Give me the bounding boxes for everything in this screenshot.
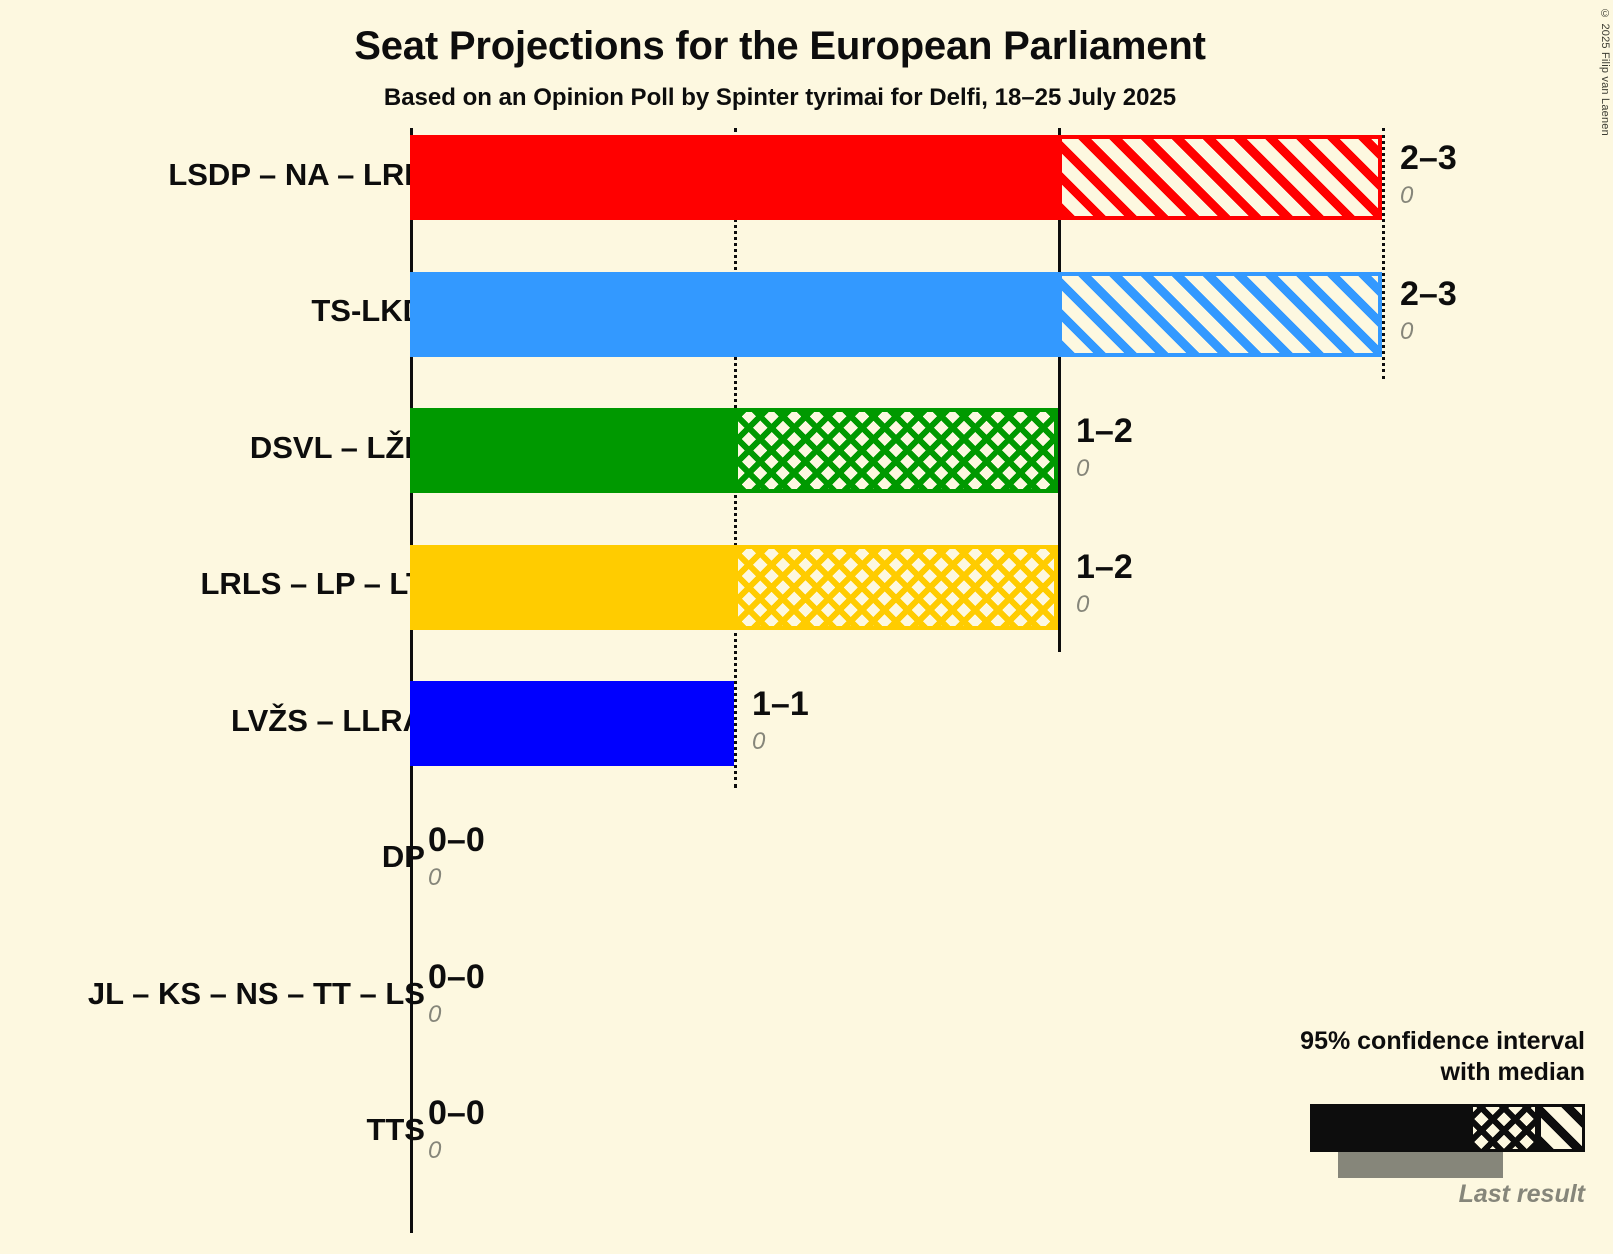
bar-row: DP 0–0 0: [0, 818, 1613, 903]
bar-value-last-result: 0: [1076, 454, 1090, 482]
bar-segment-median: [410, 271, 1058, 357]
bar-value-last-result: 0: [428, 1137, 442, 1164]
bar-value-last-result: 0: [428, 864, 442, 891]
page-title: Seat Projections for the European Parlia…: [354, 24, 1206, 68]
legend-line-1: 95% confidence interval: [1300, 1027, 1585, 1055]
bar-segment-median: [410, 681, 734, 766]
bar-row-label: LSDP – NA – LRP: [168, 156, 425, 192]
bar: [410, 135, 1382, 220]
bar-row-label: TTS: [366, 1112, 425, 1147]
bar-value-range: 1–2: [1076, 411, 1133, 450]
bar-value-range: 0–0: [428, 1094, 485, 1132]
bar-value-range: 2–3: [1400, 275, 1457, 313]
bar-value-range: 1–2: [1076, 548, 1133, 586]
bar-segment-confidence-upper: [1058, 135, 1382, 220]
bar-value-last-result: 0: [1400, 318, 1414, 345]
bar-segment-median: [410, 408, 734, 493]
bar-row: TS-LKD 2–3 0: [0, 271, 1613, 357]
legend: 95% confidence interval with median: [1165, 1026, 1585, 1087]
bar-value-range: 0–0: [428, 821, 485, 859]
bar-value-range: 0–0: [428, 957, 485, 996]
bar-value-last-result: 0: [1076, 591, 1090, 618]
bar: [410, 271, 1382, 357]
legend-last-result-bar: [1338, 1152, 1503, 1178]
legend-sample-bar: [1310, 1104, 1585, 1152]
bar-row-label: LRLS – LP – LT: [200, 566, 426, 601]
bar-value-range: 2–3: [1400, 138, 1457, 177]
legend-line-2: with median: [1440, 1057, 1585, 1086]
bar-segment-confidence-upper: [1058, 271, 1382, 357]
bar-row: JL – KS – NS – TT – LS 0–0 0: [0, 954, 1613, 1039]
bar-row-label: DSVL – LŽP: [249, 429, 425, 465]
bar-row-label: TS-LKD: [311, 293, 425, 328]
legend-segment-median: [1310, 1104, 1470, 1152]
bar-value-last-result: 0: [1400, 181, 1414, 209]
legend-segment-diagonal: [1538, 1104, 1585, 1152]
bar: [410, 681, 734, 766]
bar-row-label: JL – KS – NS – TT – LS: [87, 975, 425, 1011]
gridline-3: [1382, 128, 1385, 379]
bar-row-label: DP: [381, 839, 425, 874]
gridline-2: [1058, 128, 1061, 652]
bar: [410, 408, 1058, 493]
bar-row: LVŽS – LLRA 1–1 0: [0, 681, 1613, 766]
bar-row: LSDP – NA – LRP 2–3 0: [0, 135, 1613, 220]
page-subtitle: Based on an Opinion Poll by Spinter tyri…: [383, 84, 1177, 111]
copyright-notice: © 2025 Filip van Laenen: [1599, 8, 1611, 136]
bar-value-last-result: 0: [428, 1000, 442, 1028]
bar-segment-confidence-upper: [734, 408, 1058, 493]
bar-row: DSVL – LŽP 1–2 0: [0, 408, 1613, 493]
bar-value-range: 1–1: [752, 684, 809, 723]
bar: [410, 544, 1058, 630]
bar-segment-confidence-upper: [734, 544, 1058, 630]
legend-segment-cross: [1470, 1104, 1538, 1152]
bar-segment-median: [410, 135, 1058, 220]
y-axis-line: [410, 128, 413, 1233]
bar-row: TTS 0–0 0: [0, 1091, 1613, 1176]
bar-value-last-result: 0: [752, 727, 766, 755]
bar-row: LRLS – LP – LT 1–2 0: [0, 544, 1613, 630]
bar-row-label: LVŽS – LLRA: [230, 702, 425, 738]
legend-last-result-label: Last result: [1458, 1180, 1585, 1208]
bar-segment-median: [410, 544, 734, 630]
